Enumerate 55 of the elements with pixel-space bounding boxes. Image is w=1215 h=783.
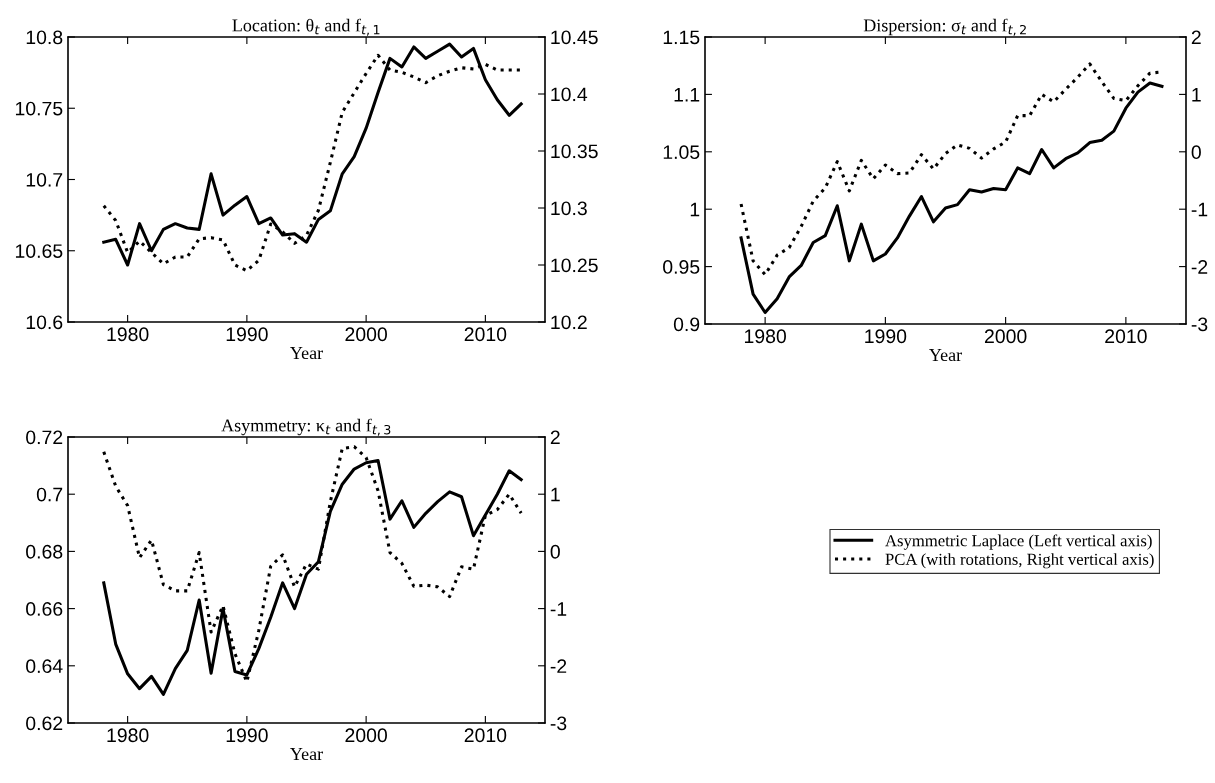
y2-tick-label: 10.3 — [551, 201, 587, 216]
y-tick-label: 0.64 — [26, 659, 63, 674]
legend-label: PCA (with rotations, Right vertical axis) — [885, 553, 1154, 569]
y-tick-label: 10.75 — [15, 101, 63, 116]
x-tick-label: 1980 — [107, 728, 149, 743]
y2-tick-label: 0 — [1191, 145, 1201, 160]
x-tick-label: 1980 — [107, 327, 149, 342]
x-tick-label: 2000 — [345, 327, 387, 342]
y-tick-label: 10.8 — [26, 30, 63, 45]
y2-tick-label: 10.4 — [551, 87, 588, 102]
x-tick-label: 2000 — [984, 329, 1027, 344]
y-tick-label: 0.68 — [26, 544, 63, 559]
x-tick-label: 1990 — [865, 329, 907, 344]
y2-tick-label: -2 — [550, 659, 567, 673]
y2-tick-label: 2 — [550, 430, 560, 445]
x-tick-label: 1990 — [226, 728, 268, 743]
y2-tick-label: -3 — [1191, 317, 1208, 332]
y2-tick-label: 2 — [1191, 30, 1201, 45]
y2-tick-label: -2 — [1191, 260, 1208, 274]
y-tick-label: 0.72 — [26, 430, 63, 445]
x-tick-label: 2010 — [1105, 329, 1147, 344]
chart-title: Asymmetry: κ$_{t}$ and f$_{t,3}$ — [221, 418, 391, 436]
y2-tick-label: 1 — [551, 487, 560, 502]
y-tick-label: 1.15 — [663, 30, 700, 45]
x-axis-title: Year — [290, 748, 323, 761]
x-tick-label: 2010 — [464, 327, 507, 342]
x-tick-label: 2010 — [464, 728, 507, 743]
y-tick-label: 1 — [690, 202, 700, 217]
y-tick-label: 0.95 — [663, 260, 700, 274]
y-tick-label: 10.7 — [26, 172, 63, 187]
y2-tick-label: 10.2 — [551, 315, 587, 330]
y-tick-label: 1.05 — [663, 145, 700, 160]
y-tick-label: 0.66 — [26, 602, 63, 616]
x-tick-label: 1990 — [226, 327, 268, 342]
chart-title: Dispersion: σ$_{t}$ and f$_{t,2}$ — [863, 18, 1026, 36]
y2-tick-label: 10.45 — [551, 30, 598, 45]
x-tick-label: 2000 — [345, 728, 387, 743]
y2-tick-label: -1 — [550, 602, 567, 616]
y2-tick-label: 10.25 — [551, 258, 598, 273]
y2-tick-label: -3 — [550, 716, 567, 731]
y2-tick-label: 0 — [550, 544, 560, 559]
y-tick-label: 10.65 — [15, 244, 63, 258]
y2-tick-label: -1 — [1191, 202, 1208, 217]
y-tick-label: 0.9 — [673, 317, 700, 332]
legend-label: Asymmetric Laplace (Left vertical axis) — [885, 534, 1152, 550]
y2-tick-label: 10.35 — [551, 144, 598, 159]
y2-tick-label: 1 — [1192, 88, 1201, 102]
y-tick-label: 1.1 — [674, 88, 700, 102]
x-axis-title: Year — [290, 347, 323, 360]
x-tick-label: 1980 — [744, 329, 786, 344]
y-tick-label: 0.62 — [26, 716, 63, 731]
chart-title: Location: θ$_{t}$ and f$_{t,1}$ — [232, 18, 380, 36]
x-axis-title: Year — [929, 349, 962, 362]
y-tick-label: 0.7 — [36, 487, 63, 502]
y-tick-label: 10.6 — [26, 315, 63, 330]
